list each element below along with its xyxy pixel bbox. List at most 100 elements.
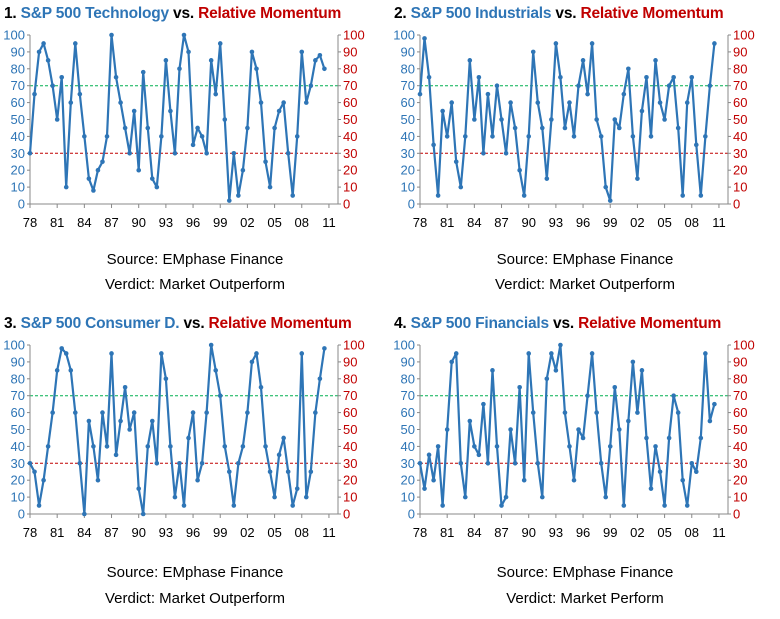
data-point <box>476 452 482 458</box>
right-tick-label: 0 <box>343 197 350 212</box>
data-point <box>127 151 132 156</box>
right-tick-label: 70 <box>733 78 747 93</box>
data-point <box>77 91 83 97</box>
left-tick-label: 40 <box>11 439 25 454</box>
data-point <box>689 74 695 80</box>
x-tick-label: 87 <box>104 215 118 230</box>
title-relative-momentum: Relative Momentum <box>198 5 342 22</box>
data-point <box>317 376 323 382</box>
data-point <box>612 117 618 122</box>
data-point <box>68 368 74 373</box>
data-point <box>109 351 114 356</box>
data-point <box>95 167 101 173</box>
left-tick-label: 40 <box>401 439 415 454</box>
data-point <box>226 469 232 475</box>
data-point <box>72 41 78 46</box>
data-point <box>630 134 636 139</box>
data-point <box>657 469 663 475</box>
data-point <box>431 142 436 148</box>
x-tick-label: 90 <box>131 215 145 230</box>
data-point <box>41 477 46 483</box>
x-tick-label: 78 <box>23 215 37 230</box>
right-tick-label: 40 <box>733 129 747 144</box>
left-tick-label: 60 <box>11 95 25 110</box>
data-point <box>530 410 536 415</box>
data-point <box>512 461 518 466</box>
left-tick-label: 0 <box>408 197 415 212</box>
data-point <box>621 503 627 508</box>
data-point <box>616 427 622 432</box>
verdict-caption: Verdict: Market Perform <box>506 590 664 607</box>
x-tick-label: 99 <box>603 525 617 540</box>
data-point <box>285 469 291 475</box>
right-tick-label: 10 <box>733 490 747 505</box>
data-point <box>50 83 55 88</box>
data-point <box>594 410 599 415</box>
data-point <box>100 159 105 165</box>
source-caption: Source: EMphase Finance <box>106 564 284 581</box>
series-line <box>418 37 716 202</box>
data-point <box>508 427 513 432</box>
left-tick-label: 80 <box>401 371 415 386</box>
x-tick-label: 08 <box>295 525 309 540</box>
x-tick-label: 96 <box>186 215 200 230</box>
left-tick-label: 30 <box>401 146 415 161</box>
data-point <box>86 418 92 424</box>
data-point <box>91 188 96 193</box>
x-tick-label: 78 <box>413 525 427 540</box>
right-tick-label: 0 <box>733 197 740 212</box>
data-point <box>535 461 541 466</box>
data-point <box>118 100 123 105</box>
data-point <box>27 461 33 466</box>
data-point <box>431 477 436 483</box>
data-point <box>644 74 649 80</box>
data-point <box>580 58 586 63</box>
data-point <box>236 461 241 466</box>
data-point <box>236 193 241 198</box>
data-point <box>122 125 128 131</box>
data-point <box>181 503 187 508</box>
chart-panel-technology: 1. S&P 500 Technology vs. Relative Momen… <box>0 0 390 309</box>
x-tick-label: 90 <box>521 525 535 540</box>
x-tick-label: 11 <box>322 215 336 230</box>
data-point <box>45 58 51 63</box>
data-point <box>639 368 645 373</box>
data-point <box>272 494 277 500</box>
data-point <box>168 444 173 449</box>
data-point <box>231 503 237 508</box>
data-point <box>603 184 609 190</box>
right-tick-label: 30 <box>733 456 747 471</box>
data-point <box>490 134 495 139</box>
right-tick-label: 90 <box>733 354 747 369</box>
data-point <box>82 511 87 517</box>
data-point <box>462 134 468 139</box>
data-point <box>59 74 65 80</box>
data-point <box>145 125 151 131</box>
right-tick-label: 20 <box>733 163 747 178</box>
data-point <box>95 477 101 483</box>
left-tick-label: 90 <box>11 44 25 59</box>
data-point <box>263 159 268 165</box>
data-point <box>254 351 259 356</box>
left-tick-label: 30 <box>401 456 415 471</box>
right-tick-label: 20 <box>733 473 747 488</box>
x-tick-label: 84 <box>77 215 91 230</box>
data-point <box>607 198 613 203</box>
data-point <box>417 461 423 466</box>
data-point <box>313 410 318 415</box>
data-point <box>549 351 554 356</box>
left-tick-label: 20 <box>11 473 25 488</box>
left-tick-label: 90 <box>401 354 415 369</box>
data-point <box>422 486 427 491</box>
data-point <box>308 469 314 475</box>
chart-panel-financials: 4. S&P 500 Financials vs. Relative Momen… <box>390 310 780 619</box>
right-tick-label: 40 <box>343 439 357 454</box>
right-tick-label: 100 <box>343 338 365 353</box>
data-point <box>254 66 259 72</box>
data-point <box>539 125 545 131</box>
right-tick-label: 80 <box>733 61 747 76</box>
data-point <box>54 117 60 122</box>
x-tick-label: 05 <box>657 525 671 540</box>
